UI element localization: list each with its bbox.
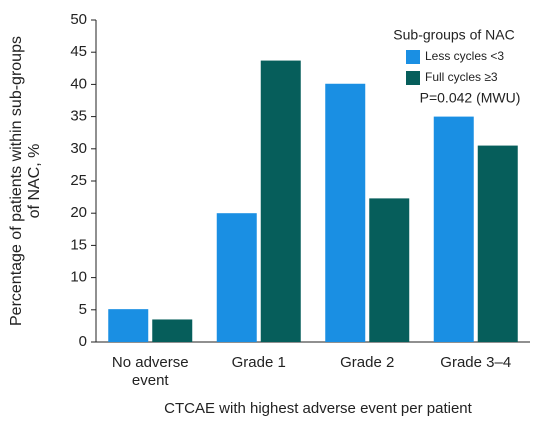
y-axis-title: Percentage of patients within sub-groups…: [8, 36, 43, 326]
y-tick-label: 35: [70, 108, 87, 125]
annotation: P=0.042 (MWU): [420, 90, 521, 106]
legend-title: Sub-groups of NAC: [393, 27, 514, 43]
y-tick-label: 40: [70, 75, 87, 92]
x-tick-label: Grade 3–4: [440, 354, 512, 371]
x-tick-label: Grade 1: [231, 354, 286, 371]
y-tick-label: 25: [70, 172, 87, 189]
y-tick-label: 10: [70, 269, 87, 286]
bar: [216, 213, 257, 342]
bar: [108, 309, 149, 342]
x-tick-label: No adverse event: [111, 354, 189, 389]
y-tick-label: 50: [70, 11, 87, 28]
x-tick-label-box: Grade 2: [340, 354, 395, 371]
x-tick-label-box: No adverse event: [111, 354, 189, 389]
x-axis-title: CTCAE with highest adverse event per pat…: [164, 400, 472, 417]
x-tick-label-box: Grade 1: [231, 354, 286, 371]
y-tick-label: 20: [70, 204, 87, 221]
bar: [433, 116, 474, 342]
legend-swatch: [406, 50, 420, 64]
y-tick-label: 5: [79, 301, 87, 318]
bar: [325, 83, 366, 343]
y-tick-label: 45: [70, 43, 87, 60]
y-axis-title-box: Percentage of patients within sub-groups…: [8, 36, 43, 326]
legend-swatch: [406, 71, 420, 85]
legend-label: Full cycles ≥3: [425, 70, 498, 84]
y-axis-title-group: Percentage of patients within sub-groups…: [8, 36, 43, 326]
y-tick-label: 15: [70, 236, 87, 253]
bar: [152, 319, 193, 342]
bar: [369, 198, 410, 342]
y-tick-label: 30: [70, 140, 87, 157]
legend-label: Less cycles <3: [425, 49, 504, 63]
y-tick-label: 0: [79, 333, 87, 350]
bar: [260, 60, 301, 343]
bar: [477, 145, 518, 342]
x-tick-label: Grade 2: [340, 354, 395, 371]
x-tick-label-box: Grade 3–4: [440, 354, 512, 371]
